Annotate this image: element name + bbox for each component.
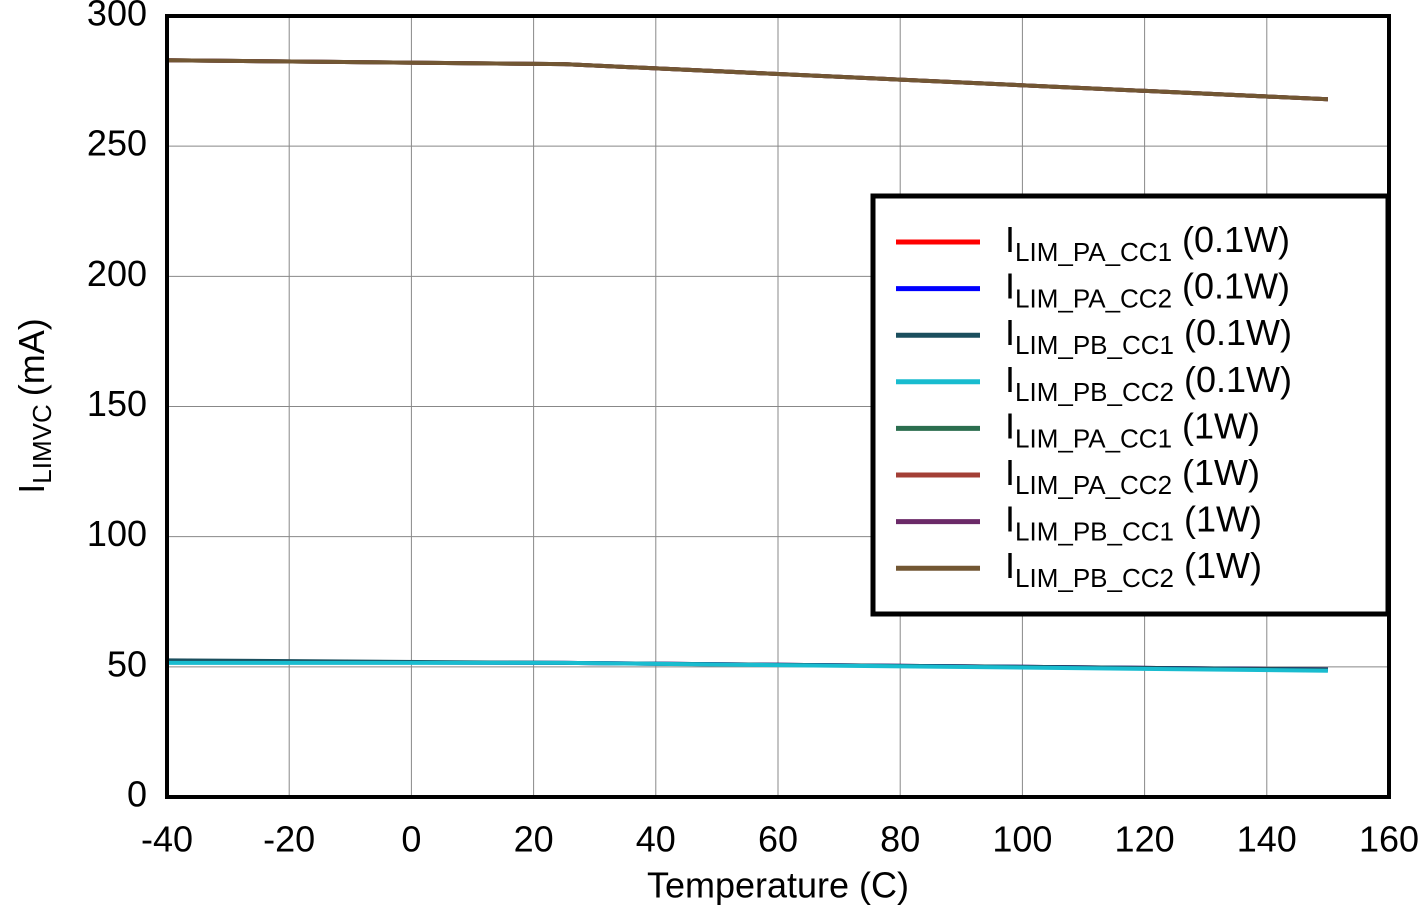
legend-sub: LIM_PB_CC1 xyxy=(1015,516,1174,546)
legend-box xyxy=(870,193,1391,617)
series-line xyxy=(167,660,1328,673)
legend-sub: LIM_PA_CC1 xyxy=(1015,237,1172,267)
x-tick-label: -40 xyxy=(141,819,193,860)
y-axis-label: ILIMVC (mA) xyxy=(11,318,57,493)
legend-sub: LIM_PA_CC2 xyxy=(1015,470,1172,500)
plot-lines xyxy=(166,58,1328,673)
legend-sub: LIM_PB_CC2 xyxy=(1015,377,1174,407)
legend-main: I xyxy=(1005,265,1015,306)
x-tick-label: 120 xyxy=(1115,819,1175,860)
x-tick-label: 100 xyxy=(992,819,1052,860)
legend-label: ILIM_PA_CC1 (1W) xyxy=(1005,405,1260,453)
y-tick-label: 200 xyxy=(87,253,147,294)
x-tick-label: 60 xyxy=(758,819,798,860)
x-tick-label: 40 xyxy=(636,819,676,860)
x-tick-label: 140 xyxy=(1237,819,1297,860)
legend-label: ILIM_PB_CC2 (1W) xyxy=(1005,545,1262,593)
legend-main: I xyxy=(1005,405,1015,446)
legend-label: ILIM_PB_CC1 (0.1W) xyxy=(1005,312,1292,360)
x-tick-label: 80 xyxy=(880,819,920,860)
legend-suffix: (0.1W) xyxy=(1182,265,1290,306)
legend-sub: LIM_PB_CC1 xyxy=(1015,330,1174,360)
series-line xyxy=(166,58,1328,102)
x-tick-label: 20 xyxy=(514,819,554,860)
legend-main: I xyxy=(1005,312,1015,353)
y-tick-label: 100 xyxy=(87,513,147,554)
legend-label: ILIM_PA_CC1 (0.1W) xyxy=(1005,219,1290,267)
legend-suffix: (0.1W) xyxy=(1184,358,1292,399)
y-tick-label: 250 xyxy=(87,123,147,164)
legend-label: ILIM_PA_CC2 (1W) xyxy=(1005,452,1260,500)
legend-main: I xyxy=(1005,358,1015,399)
legend-suffix: (1W) xyxy=(1182,452,1260,493)
legend-suffix: (1W) xyxy=(1184,545,1262,586)
y-label-sub: LIMVC xyxy=(27,404,57,483)
y-tick-label: 150 xyxy=(87,383,147,424)
legend-sub: LIM_PA_CC2 xyxy=(1015,283,1172,313)
legend-label: ILIM_PB_CC2 (0.1W) xyxy=(1005,358,1292,406)
y-tick-label: 50 xyxy=(107,643,147,684)
legend-sub: LIM_PB_CC2 xyxy=(1015,563,1174,593)
y-label-unit: (mA) xyxy=(11,318,52,396)
legend-suffix: (0.1W) xyxy=(1184,312,1292,353)
y-tick-label: 0 xyxy=(127,774,147,815)
y-tick-label: 300 xyxy=(87,0,147,34)
legend-label: ILIM_PA_CC2 (0.1W) xyxy=(1005,265,1290,313)
x-axis-label: Temperature (C) xyxy=(647,865,909,906)
legend-sub: LIM_PA_CC1 xyxy=(1015,423,1172,453)
legend-main: I xyxy=(1005,498,1015,539)
legend-suffix: (1W) xyxy=(1182,405,1260,446)
x-tick-label: 160 xyxy=(1359,819,1419,860)
y-label-main: I xyxy=(11,484,52,494)
x-tick-label: -20 xyxy=(263,819,315,860)
legend-label: ILIM_PB_CC1 (1W) xyxy=(1005,498,1262,546)
x-tick-label: 0 xyxy=(401,819,421,860)
legend-suffix: (0.1W) xyxy=(1182,219,1290,260)
legend: ILIM_PA_CC1 (0.1W)ILIM_PA_CC2 (0.1W)ILIM_P… xyxy=(870,193,1391,617)
legend-main: I xyxy=(1005,545,1015,586)
legend-suffix: (1W) xyxy=(1184,498,1262,539)
legend-main: I xyxy=(1005,219,1015,260)
legend-main: I xyxy=(1005,452,1015,493)
